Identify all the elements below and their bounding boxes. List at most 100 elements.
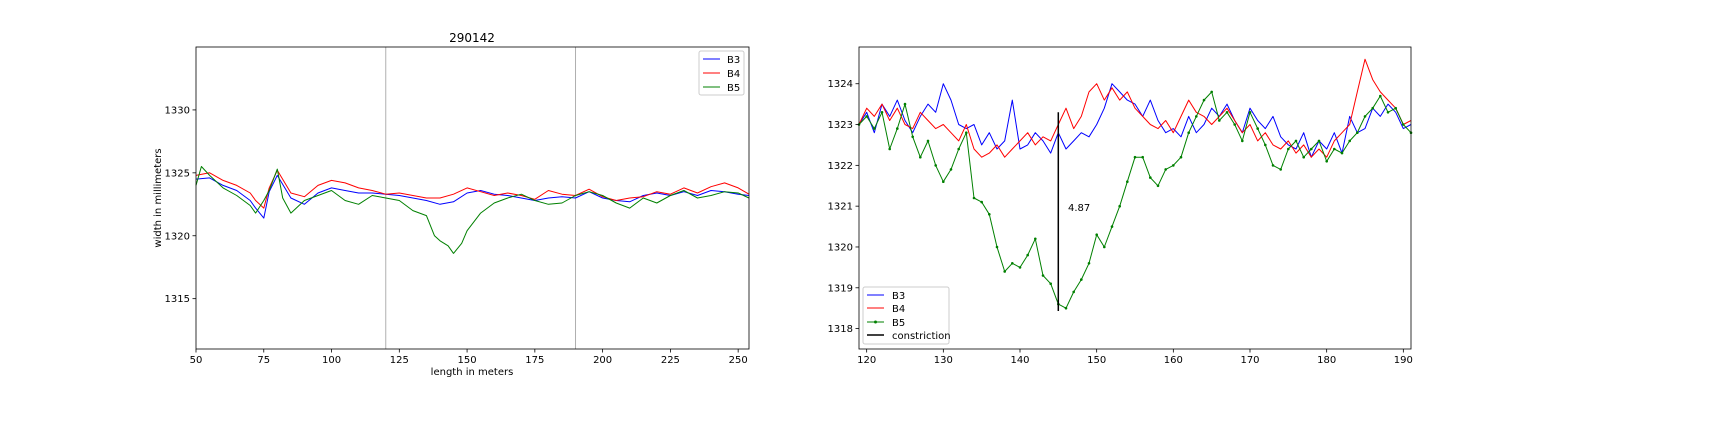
c2-series-b5-point [1233,123,1236,126]
chart-right-legend-label-constriction: constriction [892,331,951,342]
c2-series-b5-point [1003,270,1006,273]
c2-series-b5-point [1340,151,1344,155]
c2-series-b5-point [1164,168,1167,171]
c2-x-tick-label: 160 [1164,355,1183,366]
c1-series-b4-line [195,169,750,209]
c1-x-tick-label: 250 [729,355,748,366]
chart-left-y-ticks: 1315 1320 1325 1330 [165,105,196,305]
c2-series-b5-point [1348,139,1351,143]
c2-series-b5-point [1110,225,1114,228]
c1-x-tick-label: 75 [257,355,270,366]
chart-right-legend-label-b4: B4 [892,304,905,315]
c2-series-b5-point [1156,184,1160,188]
c2-series-b5-point [1095,233,1098,236]
chart-right-y-ticks: 1318 1319 1320 1321 1322 1323 1324 [828,79,859,335]
c2-x-tick-label: 130 [934,355,953,366]
c2-series-b5-point [896,127,899,130]
c2-series-b5-point [1379,94,1382,98]
chart-left-x-ticks: 50 75 100 125 150 175 200 225 250 [190,349,748,366]
c2-series-b5-point [1126,180,1129,183]
chart-left-legend-box [698,50,745,96]
c2-series-b5-point [1218,119,1221,122]
c2-series-b4-line [858,58,1412,158]
c2-y-tick-label: 1322 [828,161,853,172]
c1-series-b5-line [195,166,750,254]
c2-x-tick-label: 190 [1394,355,1413,366]
c2-series-b5-point [1225,111,1229,114]
chart-left-legend: B3 B4 B5 [698,50,745,96]
c1-x-tick-label: 200 [593,355,612,366]
c2-series-b5-point [865,115,868,118]
c2-series-b5-point [1141,155,1144,159]
c2-series-b5-point [880,111,884,114]
c2-series-b5-point [1256,127,1259,130]
c2-series-b5-point [1133,155,1137,159]
c2-series-b5-point [1287,147,1290,151]
c2-series-b5-point [911,135,914,139]
c2-series-b5-point [1041,274,1045,277]
c2-series-b5-point [1371,106,1374,110]
c2-series-b5-point [1279,168,1282,171]
c2-x-tick-label: 150 [1087,355,1106,366]
c1-y-tick-label: 1315 [165,294,190,305]
c2-series-b5-point [1333,147,1336,151]
c2-series-b5-point [1080,278,1083,281]
c2-x-tick-label: 140 [1010,355,1029,366]
chart-left: 290142 50 75 100 125 150 175 200 225 250 1315 132… [153,31,750,378]
c2-series-b5-point [1310,147,1313,151]
c2-series-b5-point [957,147,960,151]
c2-series-b5-point [1087,262,1091,265]
c2-series-b5-point [903,102,907,106]
c2-series-b5-point [1072,290,1075,294]
chart-left-y-axis-label: width in millimeters [153,148,164,247]
c2-x-tick-label: 120 [857,355,876,366]
chart-left-legend-label-b4: B4 [727,69,740,80]
c2-series-b5-point [1302,155,1305,159]
c1-y-tick-label: 1325 [165,168,190,179]
c2-series-b5-point [1118,204,1121,208]
c2-y-tick-label: 1319 [828,283,853,294]
c2-series-b5-point [995,245,999,249]
c2-series-b5-point [1064,306,1068,310]
chart-right-annotation: 4.87 [1068,203,1090,214]
chart-right-legend-box [862,286,950,345]
c2-series-b5-point [1294,139,1298,143]
c1-y-tick-label: 1330 [165,105,190,116]
c2-series-b5-point [1241,139,1244,143]
c2-y-tick-label: 1321 [828,202,853,213]
c1-series-b3-line [195,174,750,219]
c2-series-b5-point [888,147,891,151]
c1-y-tick-label: 1320 [165,231,190,242]
c2-series-b5-point [942,180,945,183]
c2-series-b5-point [1271,164,1275,167]
c2-series-b5-point [1210,90,1213,94]
c2-y-tick-label: 1318 [828,324,853,335]
c2-series-b5-point [965,131,968,134]
chart-right-legend-label-b3: B3 [892,291,905,302]
chart-left-x-axis-label: length in meters [431,367,514,378]
chart-left-frame [195,46,750,350]
c1-x-tick-label: 50 [190,355,203,366]
chart-right-legend: B3 B4 B5 constriction [862,286,951,345]
c2-series-b5-point [1018,266,1022,269]
c2-series-b5-point [1172,164,1175,167]
c2-x-tick-label: 180 [1317,355,1336,366]
c1-x-tick-label: 175 [525,355,544,366]
c2-series-b5-point [949,168,953,171]
chart-left-series [195,166,750,254]
c2-series-b5-point [1011,262,1014,265]
c2-series-b5-point [1034,237,1037,241]
c2-series-b5-point [988,213,991,216]
c2-series-b5-point [1264,143,1267,147]
c2-series-b5-point [926,139,930,143]
c2-series-b5-point [1103,245,1106,249]
chart-right-legend-label-b5: B5 [892,318,905,329]
c2-series-b5-point [1187,131,1190,134]
c2-series-b5-point [1394,106,1397,110]
c2-series-b5-point [972,196,976,200]
chart-left-legend-label-b3: B3 [727,55,740,66]
c2-series-b5-point [919,155,922,159]
c2-series-b5-point [873,127,876,130]
c2-y-tick-label: 1320 [828,242,853,253]
